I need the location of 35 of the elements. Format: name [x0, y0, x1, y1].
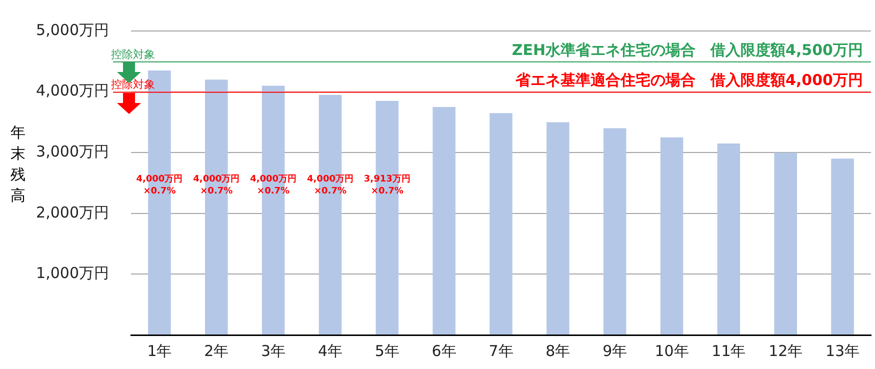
x-tick-label: 9年 [602, 342, 628, 360]
bar [490, 113, 512, 334]
x-tick-label: 7年 [488, 342, 514, 360]
x-tick-label: 5年 [374, 342, 400, 360]
y-axis-title: 年末残高 [10, 123, 26, 204]
x-tick-label: 2年 [204, 342, 229, 360]
y-tick-label: 3,000万円 [36, 142, 109, 160]
x-tick-label: 8年 [546, 342, 570, 360]
bar [546, 122, 570, 334]
annotation: 4,000万円 ×0.7% [193, 173, 240, 196]
annotation: 4,000万円 ×0.7% [136, 173, 183, 196]
bar [774, 152, 797, 334]
x-tick-label: 1年 [147, 342, 172, 360]
annotation: 3,913万円 ×0.7% [364, 173, 410, 196]
ref-line-label: ZEH水準省エネ住宅の場合 借入限度額4,500万円 [512, 40, 863, 59]
x-tick-label: 13年 [825, 342, 860, 360]
x-tick-label: 6年 [432, 342, 456, 360]
x-tick-label: 10年 [654, 342, 689, 360]
y-tick-label: 1,000万円 [36, 264, 109, 282]
y-tick-label: 4,000万円 [36, 82, 109, 100]
y-tick-label: 5,000万円 [36, 20, 109, 39]
bar [603, 128, 626, 334]
x-tick-label: 12年 [768, 342, 803, 360]
x-tick-label: 3年 [261, 342, 286, 360]
bar [660, 137, 684, 334]
annotation: 控除対象 [111, 48, 155, 61]
bar [717, 143, 740, 334]
annotation: 4,000万円 ×0.7% [250, 173, 297, 196]
bar [831, 158, 854, 334]
x-tick-label: 4年 [318, 342, 343, 360]
ref-line-label: 省エネ基準適合住宅の場合 借入限度額4,000万円 [514, 71, 863, 90]
x-tick-label: 11年 [712, 342, 746, 360]
annotation: 4,000万円 ×0.7% [306, 173, 354, 196]
y-tick-label: 2,000万円 [36, 203, 109, 222]
bar [432, 107, 456, 334]
